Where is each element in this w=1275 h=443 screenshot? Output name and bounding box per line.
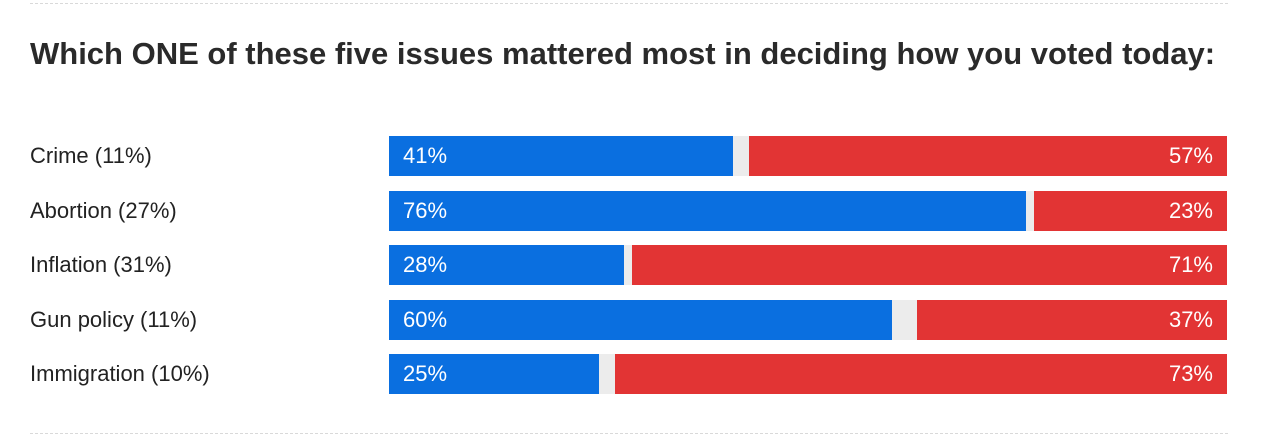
bottom-divider	[30, 433, 1228, 434]
bar-right-value-label: 23%	[1168, 197, 1213, 223]
bar-left-share	[389, 299, 892, 340]
bar-left-share	[389, 136, 733, 176]
top-divider	[30, 3, 1228, 4]
bar-left-value-label: 25%	[403, 361, 448, 386]
bar-right-share	[632, 245, 1227, 285]
bar-left-value-label: 60%	[403, 306, 448, 332]
bar-right-value-label: 71%	[1168, 252, 1213, 277]
bar-left-value-label: 76%	[403, 197, 448, 223]
category-label: Inflation (31%)	[30, 252, 172, 277]
bar-left-value-label: 28%	[403, 252, 448, 277]
bar-left-value-label: 41%	[403, 143, 448, 168]
category-label: Abortion (27%)	[30, 197, 177, 223]
category-label: Crime (11%)	[30, 143, 152, 168]
category-label: Gun policy (11%)	[30, 306, 198, 332]
bar-left-share	[389, 190, 1026, 231]
category-label: Immigration (10%)	[30, 361, 210, 386]
bar-right-share	[615, 354, 1227, 394]
bar-right-value-label: 73%	[1168, 361, 1213, 386]
bar-left-share	[389, 354, 599, 394]
bar-right-share	[916, 299, 1227, 340]
bar-right-value-label: 37%	[1168, 306, 1213, 332]
bar-left-share	[389, 245, 624, 285]
bar-right-value-label: 57%	[1168, 143, 1213, 168]
bar-right-share	[749, 136, 1227, 176]
chart-title: Which ONE of these five issues mattered …	[30, 36, 1216, 71]
bar-right-share	[1034, 190, 1227, 231]
